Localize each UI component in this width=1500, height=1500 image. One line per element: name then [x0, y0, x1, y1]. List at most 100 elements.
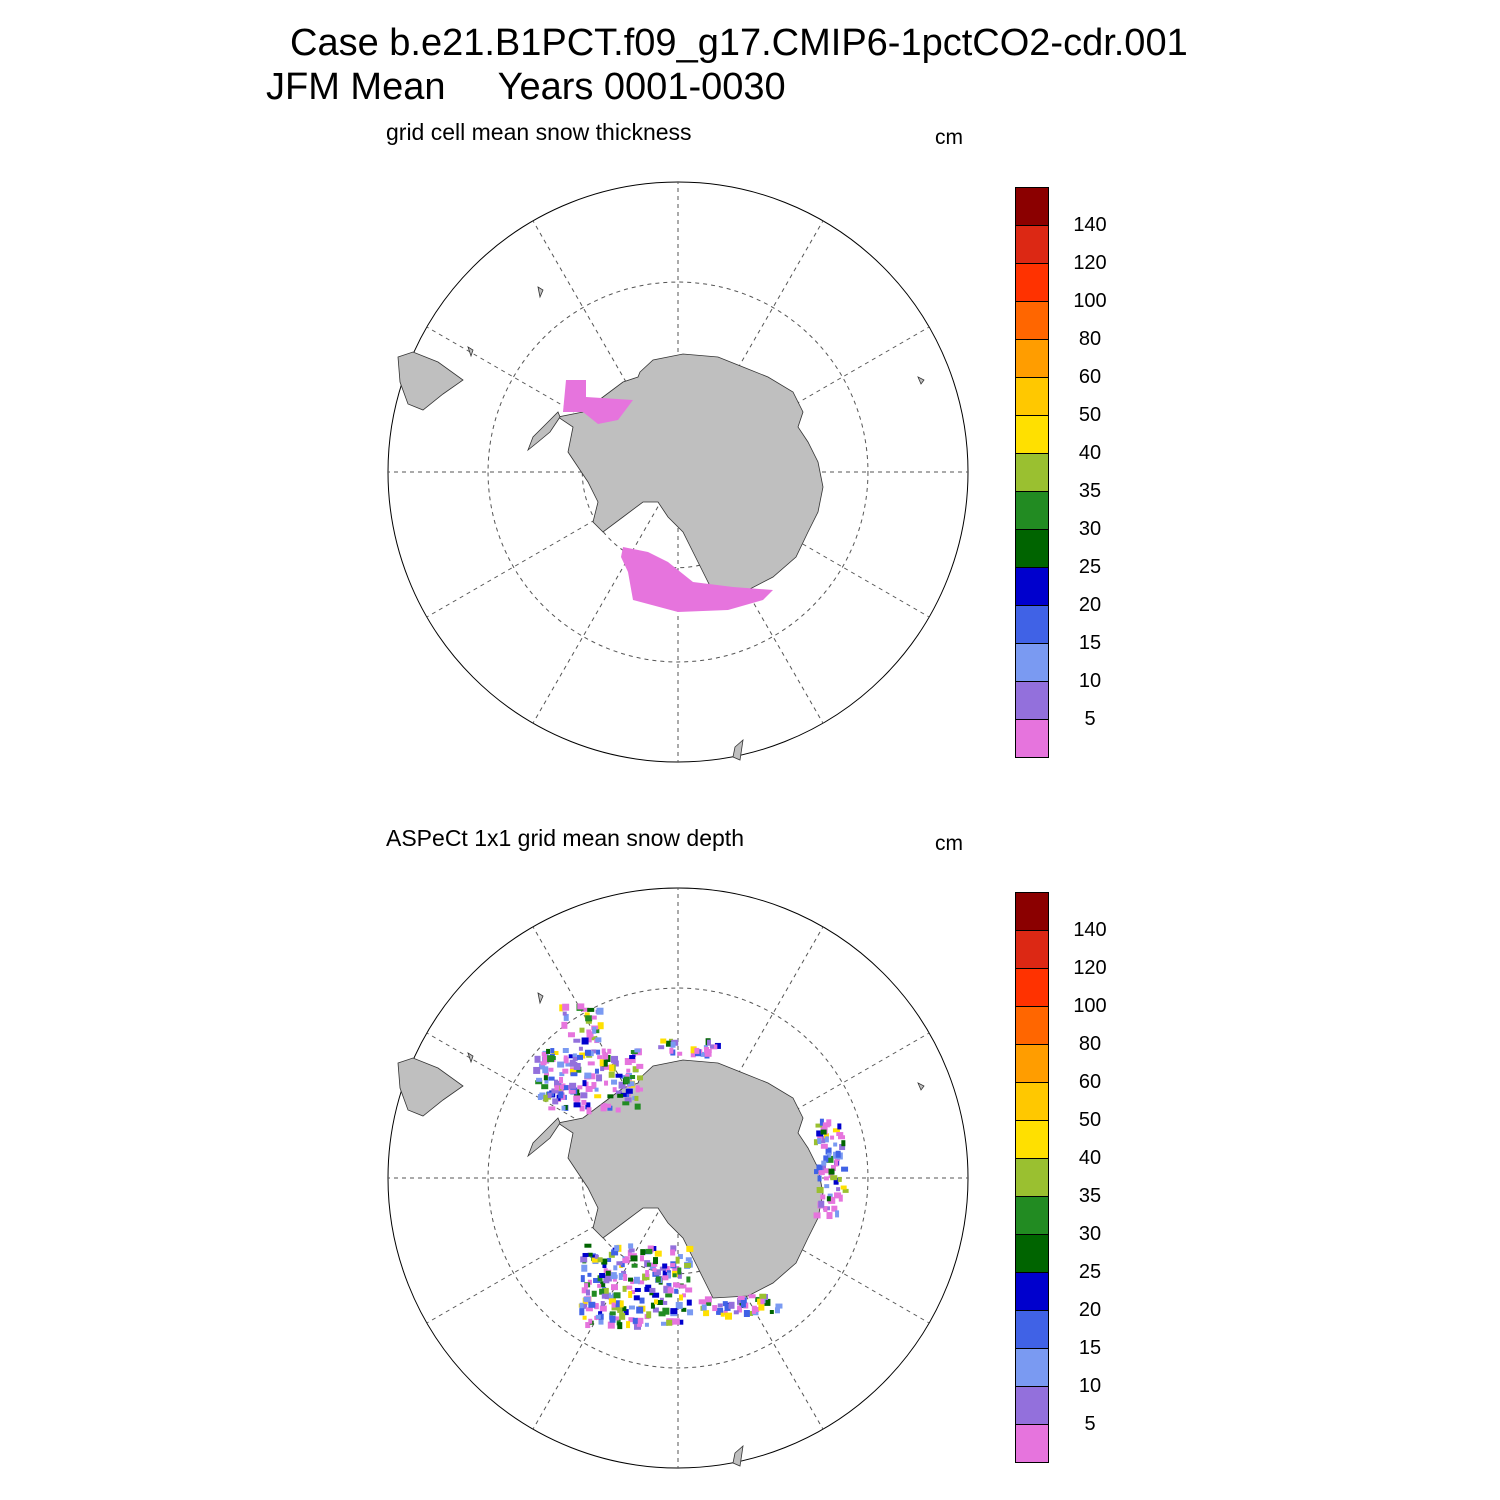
obs-grid-cell — [615, 1073, 623, 1078]
obs-grid-cell — [538, 1063, 545, 1070]
obs-grid-cell — [672, 1318, 680, 1325]
obs-grid-cell — [631, 1263, 638, 1268]
island-land — [467, 1052, 474, 1064]
obs-grid-cell — [607, 1094, 614, 1099]
obs-grid-cell — [824, 1136, 829, 1143]
obs-grid-cell — [533, 1066, 541, 1074]
obs-grid-cell — [587, 1252, 593, 1257]
obs-grid-cell — [568, 1054, 573, 1059]
obs-grid-cell — [583, 1303, 588, 1309]
meridian-line — [532, 1177, 679, 1430]
obs-grid-cell — [714, 1042, 721, 1049]
obs-grid-cell — [579, 1302, 584, 1309]
obs-grid-cell — [701, 1304, 707, 1311]
obs-grid-cell — [628, 1243, 634, 1249]
colorbar-tick-label: 25 — [1078, 556, 1102, 578]
obs-grid-cell — [618, 1273, 623, 1281]
figure-title-line2: JFM Mean Years 0001-0030 — [266, 66, 786, 108]
weddell-sea-snow — [563, 380, 633, 424]
obs-grid-cell — [622, 1258, 627, 1264]
obs-grid-cell — [687, 1309, 694, 1316]
colorbar-swatch — [1015, 415, 1049, 454]
obs-grid-cell — [822, 1122, 830, 1128]
obs-grid-cell — [602, 1052, 609, 1060]
obs-grid-cell — [608, 1298, 616, 1305]
island-land — [537, 286, 544, 299]
obs-grid-cell — [652, 1292, 660, 1298]
obs-grid-cell — [830, 1175, 838, 1181]
obs-grid-cell — [678, 1294, 683, 1301]
obs-grid-cell — [666, 1282, 672, 1289]
colorbar-tick-label: 20 — [1078, 594, 1102, 616]
obs-grid-cell — [670, 1249, 676, 1256]
obs-grid-cell — [686, 1245, 694, 1252]
obs-grid-cell — [840, 1185, 847, 1190]
colorbar-swatch — [1015, 1272, 1049, 1311]
obs-grid-cell — [604, 1103, 612, 1108]
south-america-land — [397, 1057, 464, 1117]
colorbar-tick-label: 5 — [1084, 1413, 1096, 1435]
obs-grid-cell — [626, 1068, 631, 1073]
obs-grid-cell — [584, 1049, 591, 1056]
colorbar-swatch — [1015, 453, 1049, 492]
obs-grid-cell — [837, 1123, 842, 1130]
obs-grid-cell — [611, 1079, 618, 1085]
obs-grid-cell — [724, 1303, 731, 1311]
obs-grid-cell — [570, 1072, 578, 1077]
obs-grid-cell — [828, 1168, 835, 1175]
obs-grid-cell — [632, 1066, 639, 1073]
obs-grid-cell — [827, 1193, 833, 1199]
obs-grid-cell — [601, 1059, 608, 1067]
colorbar-tick-label: 100 — [1073, 995, 1107, 1017]
obs-grid-cell — [569, 1082, 577, 1089]
ross-sea-snow — [621, 547, 773, 612]
obs-grid-cell — [581, 1037, 589, 1045]
obs-grid-cell — [569, 1059, 576, 1067]
obs-grid-cell — [623, 1309, 629, 1316]
obs-grid-cell — [601, 1258, 608, 1265]
obs-grid-cell — [640, 1249, 646, 1256]
obs-grid-cell — [751, 1308, 756, 1314]
obs-grid-cell — [674, 1288, 679, 1294]
obs-grid-cell — [835, 1150, 841, 1158]
obs-grid-cell — [655, 1276, 661, 1283]
obs-grid-cell — [627, 1081, 635, 1087]
obs-grid-cell — [661, 1300, 668, 1305]
obs-grid-cell — [813, 1212, 821, 1219]
obs-grid-cell — [600, 1104, 607, 1112]
obs-grid-cell — [723, 1310, 728, 1316]
obs-grid-cell — [825, 1147, 832, 1155]
obs-grid-cell — [639, 1255, 644, 1262]
obs-grid-cell — [567, 1032, 575, 1038]
obs-grid-cell — [615, 1300, 622, 1308]
obs-grid-cell — [594, 1027, 600, 1034]
obs-grid-cell — [617, 1093, 624, 1098]
colorbar-swatch — [1015, 1158, 1049, 1197]
obs-grid-cell — [660, 1038, 667, 1044]
obs-grid-cell — [585, 1322, 591, 1329]
obs-grid-cell — [598, 1318, 604, 1325]
obs-grid-cell — [749, 1310, 754, 1316]
obs-grid-cell — [634, 1048, 641, 1053]
colorbar-tick-label: 40 — [1078, 442, 1102, 464]
obs-grid-cell — [675, 1301, 683, 1309]
obs-grid-cell — [609, 1315, 616, 1323]
obs-grid-cell — [604, 1080, 609, 1086]
figure-title-line1: Case b.e21.B1PCT.f09_g17.CMIP6-1pctCO2-c… — [290, 22, 1188, 64]
obs-grid-cell — [597, 1022, 604, 1030]
colorbar-tick-label: 60 — [1078, 366, 1102, 388]
obs-grid-cell — [550, 1048, 555, 1054]
obs-grid-cell — [635, 1085, 640, 1093]
obs-grid-cell — [588, 1318, 593, 1324]
obs-grid-cell — [628, 1277, 634, 1282]
obs-grid-cell — [541, 1084, 549, 1090]
obs-grid-cell — [554, 1085, 560, 1091]
antarctic-peninsula-land — [527, 1117, 561, 1158]
obs-grid-cell — [706, 1298, 712, 1306]
obs-grid-cell — [554, 1079, 559, 1087]
obs-grid-cell — [672, 1273, 677, 1278]
colorbar-tick-label: 35 — [1078, 480, 1102, 502]
obs-grid-cell — [650, 1302, 655, 1309]
obs-grid-cell — [636, 1306, 644, 1314]
obs-grid-cell — [557, 1061, 565, 1068]
